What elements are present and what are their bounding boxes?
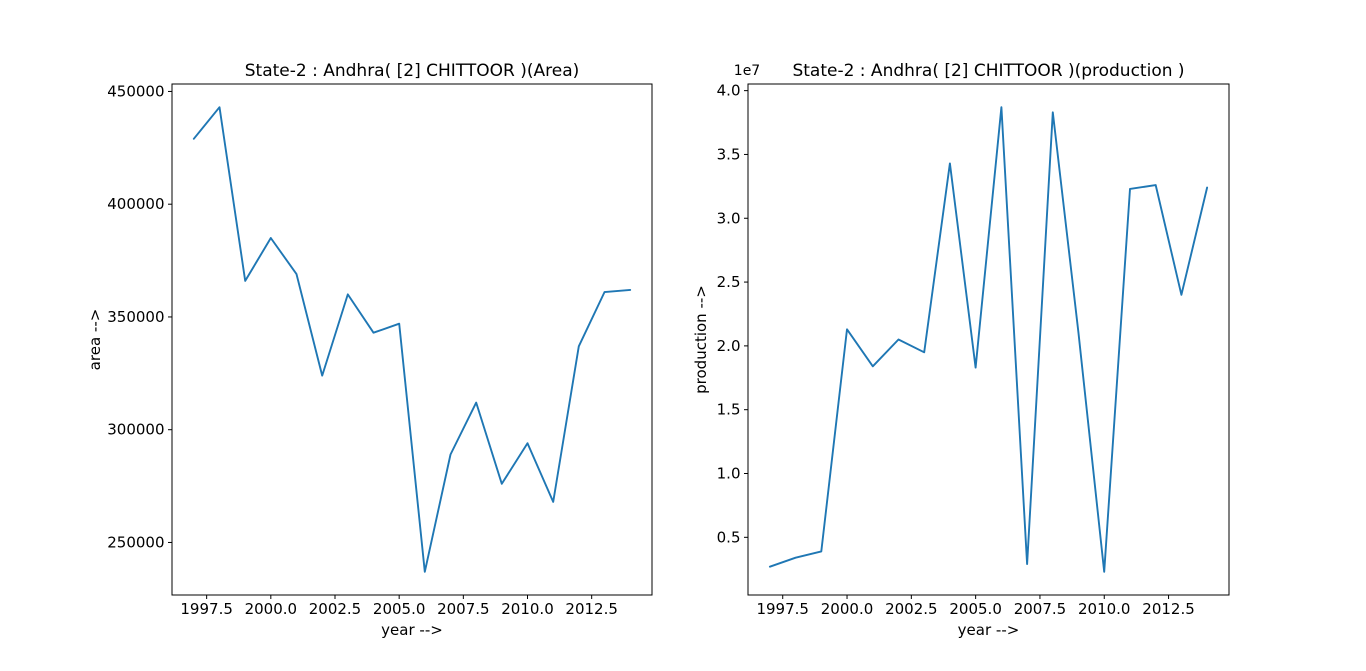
y-tick-label: 3.5 [717, 145, 741, 163]
data-series-line [768, 106, 1209, 573]
x-tick-label: 2000.0 [821, 600, 874, 618]
y-tick-label: 1.5 [717, 401, 741, 419]
x-tick-label: 2007.5 [1014, 600, 1067, 618]
y-tick-label: 1.0 [717, 465, 741, 483]
x-tick-label: 2000.0 [245, 600, 298, 618]
y-tick-label: 2.0 [717, 337, 741, 355]
plot-frame [747, 83, 1230, 596]
production-y-axis-label: production --> [692, 285, 710, 394]
x-tick-label: 2002.5 [309, 600, 362, 618]
data-series-line [192, 106, 632, 573]
production-plot-area: 1997.5 2000.0 2002.5 2005.0 2007.5 2010.0 2012… [717, 82, 1230, 618]
area-y-axis-label: area --> [86, 309, 104, 371]
y-tick-label: 400000 [107, 195, 164, 213]
production-chart-title: State-2 : Andhra( [2] CHITTOOR )(product… [792, 61, 1184, 81]
y-tick-label: 450000 [107, 82, 164, 100]
y-tick-label: 3.0 [717, 209, 741, 227]
area-chart: 1997.5 2000.0 2002.5 2005.0 2007.5 2010.0 2012… [86, 61, 653, 639]
y-tick-label: 2.5 [717, 273, 741, 291]
area-x-axis-label: year --> [381, 621, 443, 639]
x-tick-label: 2007.5 [437, 600, 490, 618]
area-chart-title: State-2 : Andhra( [2] CHITTOOR )(Area) [245, 61, 580, 81]
y-axis-offset-label: 1e7 [734, 63, 760, 79]
x-tick-label: 1997.5 [756, 600, 809, 618]
x-tick-label: 2005.0 [949, 600, 1002, 618]
x-tick-label: 1997.5 [180, 600, 233, 618]
y-tick-label: 350000 [107, 308, 164, 326]
x-tick-label: 2010.0 [501, 600, 554, 618]
production-x-axis-label: year --> [958, 621, 1020, 639]
y-tick-label: 250000 [107, 533, 164, 551]
x-tick-label: 2010.0 [1078, 600, 1131, 618]
x-tick-label: 2012.5 [565, 600, 618, 618]
x-tick-label: 2002.5 [885, 600, 938, 618]
plot-frame [171, 83, 653, 596]
production-chart: 1997.5 2000.0 2002.5 2005.0 2007.5 2010.0 2012… [692, 61, 1230, 639]
y-tick-label: 300000 [107, 421, 164, 439]
y-tick-label: 0.5 [717, 528, 741, 546]
x-tick-label: 2012.5 [1142, 600, 1195, 618]
y-tick-label: 4.0 [717, 82, 741, 100]
area-plot-area: 1997.5 2000.0 2002.5 2005.0 2007.5 2010.0 2012… [107, 82, 653, 618]
x-tick-label: 2005.0 [373, 600, 426, 618]
